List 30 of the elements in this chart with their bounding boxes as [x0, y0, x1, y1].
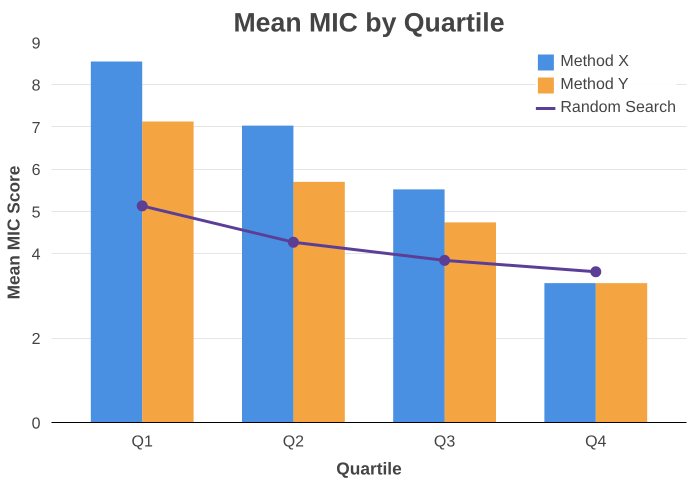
x-tick-label: Q1 [132, 434, 153, 450]
bar [142, 121, 194, 422]
x-tick-label: Q3 [434, 434, 456, 450]
bar [90, 62, 142, 422]
point [590, 266, 602, 278]
y-tick-label: 4 [32, 246, 41, 264]
x-tick-label: Q4 [585, 434, 607, 450]
bar [242, 126, 294, 422]
x-tick-label: Q2 [282, 434, 304, 450]
chart-title: Mean MIC by Quartile [233, 8, 505, 38]
point [288, 236, 299, 248]
point [136, 200, 148, 212]
legend-label: Random Search [560, 99, 676, 117]
x-axis-title: Quartile [336, 458, 402, 478]
bar [596, 283, 648, 422]
y-tick-label: 5 [32, 204, 41, 222]
y-tick-label: 7 [32, 120, 41, 137]
point [439, 254, 450, 266]
bar [293, 182, 345, 422]
bar [393, 189, 445, 422]
legend-label: Method X [560, 53, 629, 71]
y-tick-label: 0 [32, 416, 41, 432]
y-axis-title: Mean MIC Score [4, 165, 24, 300]
legend-label: Method Y [560, 76, 629, 94]
y-tick-label: 2 [32, 331, 41, 348]
y-tick-label: 8 [32, 78, 41, 95]
bar [544, 283, 596, 422]
bar [444, 222, 496, 422]
y-tick-label: 6 [32, 162, 41, 180]
y-tick-label: 9 [32, 36, 41, 52]
